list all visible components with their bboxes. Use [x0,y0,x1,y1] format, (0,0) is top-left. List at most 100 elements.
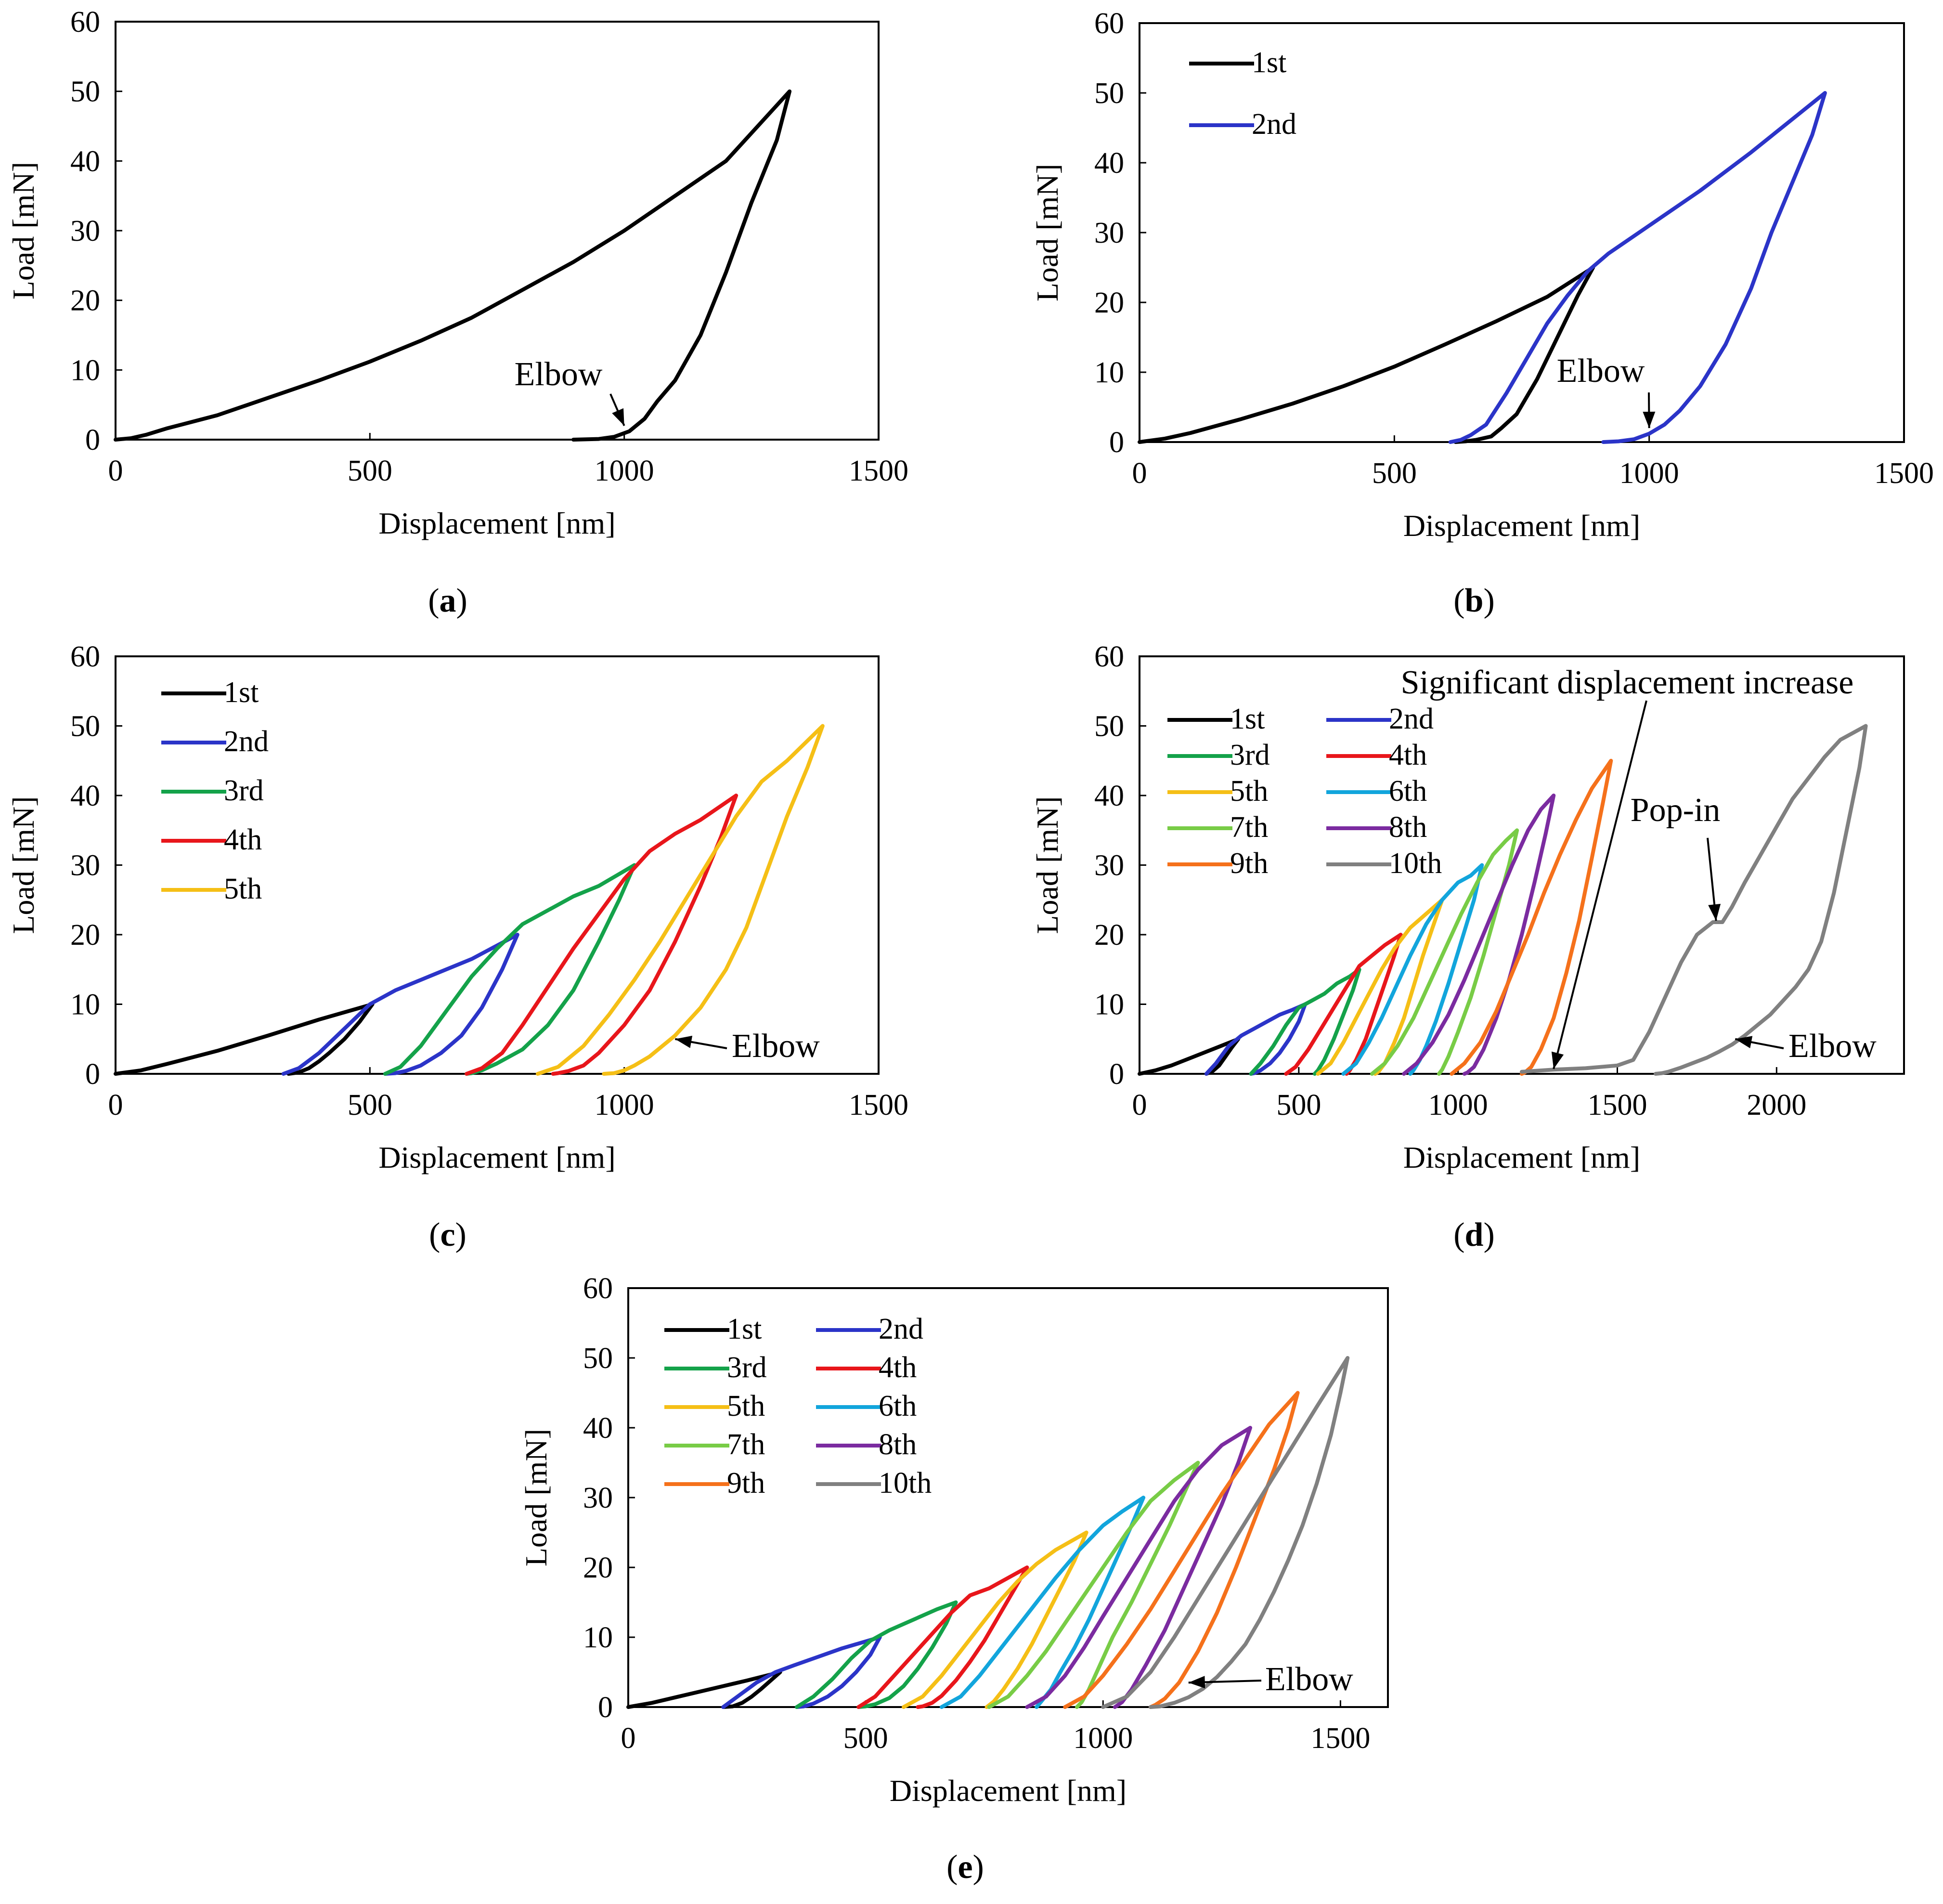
x-tick-label-e-1: 500 [843,1722,888,1755]
legend-label-c-2nd: 2nd [224,725,269,758]
y-tick-label-a-4: 40 [70,145,100,178]
y-tick-label-a-5: 50 [70,76,100,108]
x-tick-label-c-2: 1000 [595,1089,654,1122]
x-tick-label-b-3: 1500 [1874,457,1934,490]
y-tick-label-b-5: 50 [1094,77,1124,110]
legend-label-d-3rd: 3rd [1230,739,1270,771]
legend-label-d-7th: 7th [1230,811,1268,844]
legend-label-d-4th: 4th [1389,739,1427,771]
y-tick-label-d-0: 0 [1109,1058,1124,1091]
y-tick-label-c-5: 50 [70,710,100,743]
annotation-a-0: Elbow [515,356,603,393]
series-line-d-5th-4 [1316,898,1444,1076]
x-tick-label-d-2: 1000 [1428,1089,1488,1122]
caption-letter-b: b [1465,582,1484,619]
caption-letter-e: e [958,1849,972,1886]
y-tick-label-d-6: 60 [1094,640,1124,673]
legend-label-e-3rd: 3rd [727,1351,767,1384]
y-axis-label-c: Load [mN] [6,796,40,934]
y-tick-label-a-2: 20 [70,285,100,317]
y-tick-label-b-1: 10 [1094,356,1124,389]
y-tick-label-d-5: 50 [1094,710,1124,743]
x-axis-label-b: Displacement [nm] [1403,509,1640,543]
annotation-d-2: Elbow [1788,1028,1877,1065]
caption-d: (d) [1453,1216,1495,1253]
series-line-d-4th-3 [1284,933,1403,1076]
y-tick-label-b-0: 0 [1109,426,1124,459]
legend-label-b-1st: 1st [1252,46,1286,79]
x-tick-label-a-3: 1500 [849,455,908,487]
y-tick-label-a-1: 10 [70,354,100,387]
annotation-a-0-arrow-head [612,408,624,426]
legend-label-e-4th: 4th [879,1351,917,1384]
legend-label-c-5th: 5th [224,873,262,905]
legend-label-c-3rd: 3rd [224,774,264,807]
series-line-e-6th-5 [939,1496,1146,1709]
y-tick-label-c-3: 30 [70,849,100,882]
series-line-d-8th-7 [1402,794,1556,1076]
series-line-b-1st-0 [1138,265,1595,444]
legend-label-e-7th: 7th [727,1428,765,1461]
series-line-e-9th-8 [1063,1391,1300,1709]
series-line-e-5th-4 [902,1530,1088,1709]
panel-a: 0 500 1000 1500 0 10 20 30 40 50 60 Displacement [n… [6,6,908,540]
legend-label-e-1st: 1st [727,1313,762,1345]
y-tick-label-b-6: 60 [1094,7,1124,40]
panel-e: 0 500 1000 1500 0 10 20 30 40 50 60 Displacement [n… [519,1272,1389,1808]
caption-letter-a: a [440,582,456,619]
legend-label-e-8th: 8th [879,1428,917,1461]
legend-label-c-1st: 1st [224,676,259,709]
x-tick-label-d-3: 1500 [1588,1089,1647,1122]
series-line-d-7th-6 [1370,828,1519,1076]
x-tick-label-c-3: 1500 [849,1089,908,1122]
x-axis-label-a: Displacement [nm] [378,506,615,540]
annotation-d-0-arrow-head [1551,1051,1564,1069]
series-line-e-10th-9 [1101,1356,1350,1709]
annotation-d-1-arrow-head [1708,903,1721,921]
caption-a: (a) [428,582,467,619]
x-tick-label-c-1: 500 [348,1089,392,1122]
caption-e: (e) [946,1849,984,1886]
legend-label-e-10th: 10th [879,1467,932,1500]
x-tick-label-b-2: 1000 [1619,457,1679,490]
caption-c: (c) [429,1216,466,1253]
caption-letter-d: d [1465,1216,1484,1253]
y-tick-label-d-2: 20 [1094,919,1124,952]
legend-label-d-1st: 1st [1230,703,1265,735]
annotation-b-0: Elbow [1557,352,1645,390]
series-line-b-2nd-1 [1448,91,1827,444]
series-line-c-5th-4 [536,724,825,1076]
y-tick-label-c-0: 0 [85,1058,100,1091]
y-tick-label-d-1: 10 [1094,989,1124,1021]
series-line-e-8th-7 [1025,1426,1252,1709]
x-tick-label-a-0: 0 [108,455,123,487]
x-tick-label-e-2: 1000 [1073,1722,1133,1755]
annotation-e-0-arrow-head [1188,1676,1205,1689]
annotation-b-0-arrow-head [1643,411,1656,428]
series-line-d-3rd-2 [1249,967,1361,1076]
y-tick-label-c-1: 10 [70,989,100,1021]
series-line-c-2nd-1 [281,933,519,1076]
series-line-d-6th-5 [1341,863,1484,1076]
annotation-d-2-arrow-head [1735,1036,1753,1048]
series-line-a-curve-0 [114,89,792,442]
x-tick-label-b-0: 0 [1132,457,1147,490]
y-tick-label-e-2: 20 [583,1552,613,1584]
x-axis-label-e: Displacement [nm] [890,1774,1127,1808]
y-tick-label-a-6: 60 [70,6,100,39]
series-line-e-3rd-2 [795,1600,958,1709]
legend-label-d-9th: 9th [1230,847,1268,880]
y-tick-label-e-1: 10 [583,1621,613,1654]
legend-label-e-2nd: 2nd [879,1313,923,1345]
y-axis-label-a: Load [mN] [6,162,40,300]
y-tick-label-d-4: 40 [1094,780,1124,812]
annotation-c-0: Elbow [732,1028,820,1065]
y-axis-label-e: Load [mN] [519,1429,553,1566]
y-tick-label-c-6: 60 [70,640,100,673]
x-tick-label-d-4: 2000 [1747,1089,1806,1122]
series-line-d-10th-9 [1520,724,1868,1076]
y-tick-label-e-4: 40 [583,1412,613,1445]
legend-label-e-6th: 6th [879,1390,917,1422]
x-tick-label-a-1: 500 [348,455,392,487]
